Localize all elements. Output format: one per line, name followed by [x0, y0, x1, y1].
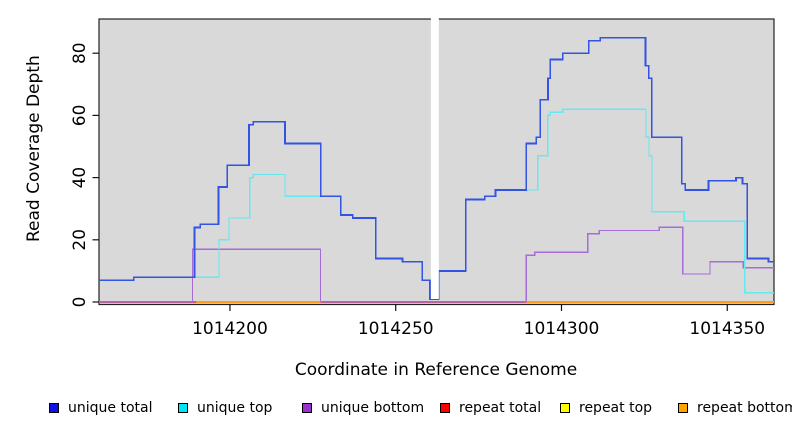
y-tick-label: 60: [70, 105, 90, 127]
series-unique-bottom-line: [99, 226, 774, 303]
y-tick-label: 40: [70, 167, 90, 189]
legend-item-unique-total: unique total: [49, 398, 152, 418]
x-tick-label: 1014250: [358, 319, 434, 339]
x-tick-label: 1014200: [192, 319, 268, 339]
legend-item-unique-top: unique top: [178, 398, 272, 418]
legend-label: unique total: [68, 400, 153, 416]
legend-swatch-unique-top: [178, 403, 188, 413]
legend-item-repeat-total: repeat total: [440, 398, 541, 418]
no-data-gap-band: [430, 17, 439, 299]
x-axis-label: Coordinate in Reference Genome: [294, 360, 578, 380]
legend-label: unique top: [197, 400, 273, 416]
legend-label: repeat top: [579, 400, 653, 416]
legend-swatch-repeat-total: [440, 403, 450, 413]
legend-swatch-repeat-bottom: [678, 403, 688, 413]
legend-item-repeat-bottom: repeat bottom: [678, 398, 792, 418]
legend-swatch-unique-bottom: [302, 403, 312, 413]
legend: unique total unique top unique bottom repea…: [0, 398, 792, 420]
y-tick-label: 20: [70, 229, 90, 251]
y-tick-label: 0: [70, 297, 90, 308]
legend-label: repeat total: [459, 400, 542, 416]
legend-item-unique-bottom: unique bottom: [302, 398, 424, 418]
legend-label: unique bottom: [321, 400, 425, 416]
legend-label: repeat bottom: [697, 400, 792, 416]
legend-swatch-repeat-top: [560, 403, 570, 413]
y-tick-label: 80: [70, 42, 90, 64]
x-tick-label: 1014350: [689, 319, 765, 339]
y-axis-label: Read Coverage Depth: [24, 55, 44, 242]
x-tick-label: 1014300: [524, 319, 600, 339]
series-unique-total-line: [99, 36, 774, 300]
legend-item-repeat-top: repeat top: [560, 398, 652, 418]
legend-swatch-unique-total: [49, 403, 59, 413]
